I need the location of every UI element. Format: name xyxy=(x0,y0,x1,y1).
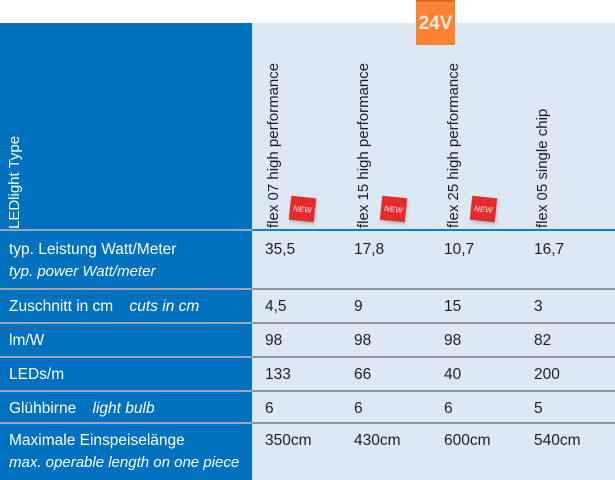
divider xyxy=(0,322,615,324)
new-badge-icon: NEW xyxy=(379,195,408,223)
cell-value: 133 xyxy=(265,366,291,383)
cell-value: 540cm xyxy=(534,432,581,449)
label-en: max. operable length on one piece xyxy=(9,454,240,471)
label-column xyxy=(0,23,252,480)
cell-value: 35,5 xyxy=(265,241,296,258)
cell-value: 9 xyxy=(354,298,363,315)
row-label: typ. Leistung Watt/Meter typ. power Watt… xyxy=(0,231,252,288)
divider xyxy=(0,288,615,290)
product-name-flex15: flex 15 high performance xyxy=(355,62,372,228)
label-en: light bulb xyxy=(92,400,155,417)
divider xyxy=(0,229,252,231)
cell-value: 200 xyxy=(534,366,560,383)
label-de: Zuschnitt in cm xyxy=(9,298,114,315)
cell-value: 6 xyxy=(265,400,274,417)
cell-value: 16,7 xyxy=(534,241,565,258)
divider xyxy=(0,390,615,392)
divider xyxy=(252,229,615,231)
product-name-flex07: flex 07 high performance xyxy=(265,62,282,228)
cell-value: 4,5 xyxy=(265,298,287,315)
new-badge-icon: NEW xyxy=(469,195,498,223)
row-label: LEDs/m xyxy=(0,358,252,390)
cell-value: 98 xyxy=(444,332,462,349)
table-row-power: typ. Leistung Watt/Meter typ. power Watt… xyxy=(0,231,615,288)
cell-value: 40 xyxy=(444,366,462,383)
product-name-flex05: flex 05 single chip xyxy=(534,108,551,228)
table-row-cuts: Zuschnitt in cm cuts in cm 4,5 9 15 3 xyxy=(0,290,615,322)
type-label: LEDlight Type xyxy=(6,135,23,229)
cell-value: 430cm xyxy=(354,432,401,449)
header-row: LEDlight Type flex 07 high performance N… xyxy=(0,23,615,231)
cell-value: 350cm xyxy=(265,432,312,449)
cell-value: 6 xyxy=(444,400,453,417)
row-label: Glühbirne light bulb xyxy=(0,392,252,424)
cell-value: 66 xyxy=(354,366,372,383)
row-label: lm/W xyxy=(0,324,252,356)
cell-value: 5 xyxy=(534,400,543,417)
product-name-flex25: flex 25 high performance xyxy=(445,62,462,228)
cell-value: 82 xyxy=(534,332,552,349)
divider xyxy=(0,356,615,358)
new-badge-icon: NEW xyxy=(288,195,317,223)
table-row-max-length: Maximale Einspeiselänge max. operable le… xyxy=(0,424,615,480)
table-row-efficacy: lm/W 98 98 98 82 xyxy=(0,324,615,356)
value-area xyxy=(252,23,615,480)
divider xyxy=(0,422,615,424)
cell-value: 98 xyxy=(354,332,372,349)
label-de: Maximale Einspeiselänge xyxy=(9,432,185,449)
cell-value: 3 xyxy=(534,298,543,315)
voltage-badge: 24V xyxy=(416,0,455,45)
label-de: typ. Leistung Watt/Meter xyxy=(9,241,177,258)
label-en: cuts in cm xyxy=(129,298,200,315)
table-row-light-bulb: Glühbirne light bulb 6 6 6 5 xyxy=(0,392,615,424)
row-label: Maximale Einspeiselänge max. operable le… xyxy=(0,424,252,480)
table-row-leds-per-meter: LEDs/m 133 66 40 200 xyxy=(0,358,615,390)
label-de: Glühbirne xyxy=(9,400,77,417)
cell-value: 6 xyxy=(354,400,363,417)
spec-table: LEDlight Type flex 07 high performance N… xyxy=(0,23,615,480)
cell-value: 17,8 xyxy=(354,241,385,258)
cell-value: 15 xyxy=(444,298,462,315)
cell-value: 98 xyxy=(265,332,283,349)
label-de: LEDs/m xyxy=(9,366,65,383)
label-en: typ. power Watt/meter xyxy=(9,263,156,280)
cell-value: 600cm xyxy=(444,432,491,449)
label-de: lm/W xyxy=(9,332,45,349)
row-label: Zuschnitt in cm cuts in cm xyxy=(0,290,252,322)
cell-value: 10,7 xyxy=(444,241,475,258)
